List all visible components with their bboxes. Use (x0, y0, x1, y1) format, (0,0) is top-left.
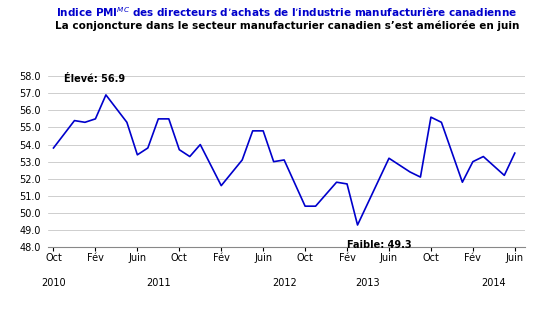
Text: 2012: 2012 (272, 278, 296, 288)
Text: Indice PMI$^{MC}$ des directeurs d’achats de l’industrie manufacturière canadien: Indice PMI$^{MC}$ des directeurs d’achat… (56, 5, 517, 19)
Text: Élevé: 56.9: Élevé: 56.9 (64, 74, 125, 84)
Text: Faible: 49.3: Faible: 49.3 (347, 240, 412, 250)
Text: 2014: 2014 (481, 278, 506, 288)
Text: La conjoncture dans le secteur manufacturier canadien s’est améliorée en juin: La conjoncture dans le secteur manufactu… (55, 21, 519, 31)
Text: 2011: 2011 (146, 278, 170, 288)
Text: 2010: 2010 (41, 278, 66, 288)
Text: 2013: 2013 (356, 278, 381, 288)
